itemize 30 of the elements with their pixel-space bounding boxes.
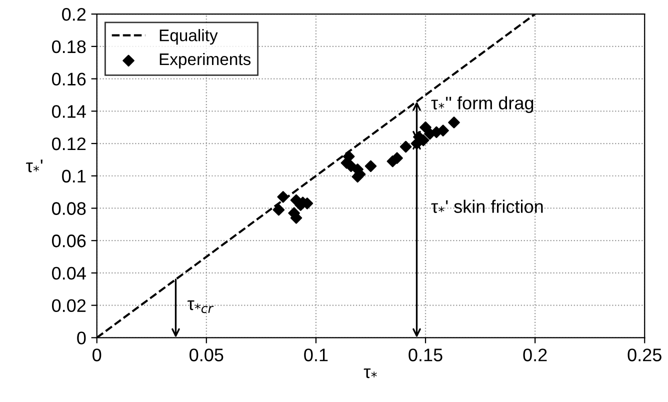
y-tick-label: 0.14 bbox=[52, 105, 86, 118]
legend-label: Equality bbox=[160, 29, 218, 45]
point bbox=[420, 121, 432, 134]
y-tick-label: 0.08 bbox=[52, 202, 86, 215]
y-tick-label: 0.06 bbox=[52, 234, 86, 248]
y-tick-label: 0.02 bbox=[52, 299, 86, 312]
y-tick-label: 0.16 bbox=[52, 72, 86, 86]
x-tick-label: 0 bbox=[92, 348, 102, 362]
y-tick-label: 0 bbox=[77, 332, 86, 344]
annotation: τ$_{*cr}$ bbox=[187, 300, 214, 314]
legend-label: Experiments bbox=[160, 52, 251, 68]
x-tick-label: 0.1 bbox=[304, 348, 328, 362]
y-tick-label: 0.04 bbox=[52, 266, 86, 280]
annotation: τ$_{*}$'' form drag bbox=[431, 96, 534, 114]
point bbox=[364, 160, 377, 172]
y-tick-label: 0.1 bbox=[62, 170, 86, 183]
y-axis-title: τ$_{*}$' bbox=[26, 160, 42, 172]
y-tick-label: 0.18 bbox=[52, 40, 86, 54]
y-tick-label: 0.2 bbox=[62, 8, 86, 21]
point bbox=[272, 204, 285, 216]
point bbox=[448, 116, 460, 128]
x-tick-label: 0.2 bbox=[523, 348, 547, 362]
y-tick-label: 0.12 bbox=[52, 137, 86, 150]
x-tick-label: 0.05 bbox=[190, 348, 224, 362]
point bbox=[400, 140, 412, 153]
x-axis-title: τ$_{*}$ bbox=[364, 368, 377, 378]
annotation: τ$_{*}$' skin friction bbox=[431, 200, 543, 213]
x-tick-label: 0.25 bbox=[628, 348, 662, 362]
point bbox=[277, 191, 289, 203]
x-tick-label: 0.15 bbox=[408, 348, 442, 362]
